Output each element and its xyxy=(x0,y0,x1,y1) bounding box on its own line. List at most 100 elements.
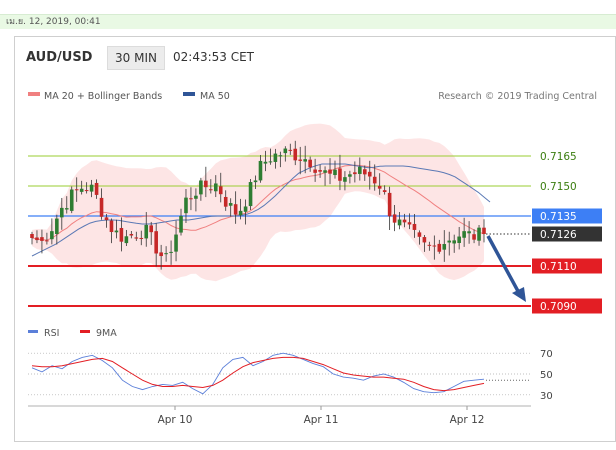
candle-body xyxy=(367,171,372,177)
candle-body xyxy=(318,170,322,172)
candle-body xyxy=(114,230,119,233)
timeframe-badge[interactable]: 30 MIN xyxy=(107,46,165,70)
candle-body xyxy=(124,236,129,244)
level-label-0.7135: 0.7135 xyxy=(540,211,577,223)
x-axis: Apr 10 Apr 11 Apr 12 xyxy=(28,405,531,426)
projection-arrow xyxy=(486,235,526,302)
level-badge-0.7135 xyxy=(532,208,602,224)
chart-time: 02:43:53 CET xyxy=(173,50,254,64)
rsi-legend-label: RSI xyxy=(44,328,59,339)
rsi-panel: RSI 9MA 30 50 70 xyxy=(28,328,553,402)
rsi-tick-30: 30 xyxy=(540,391,553,402)
candle-body xyxy=(358,166,362,174)
candle-body xyxy=(482,227,486,234)
candle-body xyxy=(353,172,357,175)
candle-body xyxy=(84,190,89,192)
candle-body xyxy=(422,237,427,243)
candle-body xyxy=(243,206,248,212)
candle-body xyxy=(35,237,39,241)
candle-body xyxy=(323,170,327,173)
candle-body xyxy=(437,243,442,252)
candle-body xyxy=(427,244,432,246)
candle-body xyxy=(50,231,54,240)
candle-body xyxy=(179,216,183,233)
level-label-0.7150: 0.7150 xyxy=(540,181,577,193)
candle-body xyxy=(338,168,342,181)
level-label-0.7090: 0.7090 xyxy=(540,301,577,313)
chart-legend: MA 20 + Bollinger Bands MA 50 Research ©… xyxy=(28,91,597,102)
candle-body xyxy=(268,161,273,163)
candle-body xyxy=(467,231,471,234)
candle-body xyxy=(457,236,461,243)
candle-body xyxy=(333,169,337,176)
candle-body xyxy=(69,189,74,211)
candle-body xyxy=(194,195,198,199)
bollinger-bands xyxy=(32,123,484,282)
candle-body xyxy=(228,203,233,206)
rsi-line xyxy=(31,352,485,395)
candle-body xyxy=(213,183,218,192)
candle-body xyxy=(283,148,288,154)
candles xyxy=(30,140,486,270)
candle-body xyxy=(89,184,94,192)
candle-body xyxy=(382,190,387,193)
candle-body xyxy=(248,182,253,207)
candle-body xyxy=(273,153,278,162)
candle-body xyxy=(412,223,417,230)
legend-ma50-label: MA 50 xyxy=(200,91,230,102)
candle-body xyxy=(402,219,407,223)
candle-body xyxy=(204,180,208,188)
candle-body xyxy=(472,234,476,240)
x-tick-label: Apr 12 xyxy=(450,414,485,426)
candle-body xyxy=(263,161,268,164)
rsi-9ma-line xyxy=(31,356,485,392)
candle-body xyxy=(45,240,49,242)
candle-body xyxy=(223,196,228,207)
candle-body xyxy=(64,208,69,210)
candle-body xyxy=(94,182,99,195)
candle-body xyxy=(417,232,422,237)
timestamp-bar: เม.ย. 12, 2019, 00:41 xyxy=(0,14,616,29)
rsi-tick-50: 50 xyxy=(540,370,553,381)
level-labels: 0.7165 0.7150 0.7135 0.7126 0.7110 0.7090 xyxy=(532,151,602,314)
candle-body xyxy=(74,189,79,191)
candle-body xyxy=(258,160,263,181)
candle-body xyxy=(169,251,173,253)
rsi-tick-70: 70 xyxy=(540,349,553,360)
candle-body xyxy=(60,207,64,218)
candle-body xyxy=(397,219,402,226)
candle-body xyxy=(442,244,447,250)
candle-body xyxy=(99,197,104,217)
level-label-0.7165: 0.7165 xyxy=(540,151,577,163)
level-lines xyxy=(28,155,531,307)
level-badge-0.7110 xyxy=(532,258,602,274)
candle-body xyxy=(303,159,307,162)
timestamp-text: เม.ย. 12, 2019, 00:41 xyxy=(6,17,101,27)
candle-body xyxy=(233,204,238,215)
candle-body xyxy=(209,189,213,191)
legend-swatch-ma20 xyxy=(28,92,40,96)
candle-body xyxy=(298,159,303,161)
candle-body xyxy=(348,174,352,177)
candle-body xyxy=(452,240,456,244)
moving-averages xyxy=(31,163,491,257)
candle-body xyxy=(129,233,134,236)
x-tick-label: Apr 10 xyxy=(158,414,193,426)
legend-swatch-9ma xyxy=(80,330,90,333)
candle-body xyxy=(40,237,44,241)
candle-body xyxy=(377,185,382,189)
ma20-line xyxy=(31,164,485,241)
candle-body xyxy=(159,252,163,257)
level-badge-0.7090 xyxy=(532,298,602,314)
candle-body xyxy=(139,237,144,239)
candle-body xyxy=(362,169,367,175)
pair-title: AUD/USD xyxy=(26,50,93,65)
candle-body xyxy=(104,217,109,221)
credit-text: Research © 2019 Trading Central xyxy=(438,91,597,102)
candle-body xyxy=(477,227,481,241)
candle-body xyxy=(55,218,59,235)
x-tick-label: Apr 11 xyxy=(304,414,339,426)
candle-body xyxy=(278,155,283,157)
candle-body xyxy=(288,149,293,151)
